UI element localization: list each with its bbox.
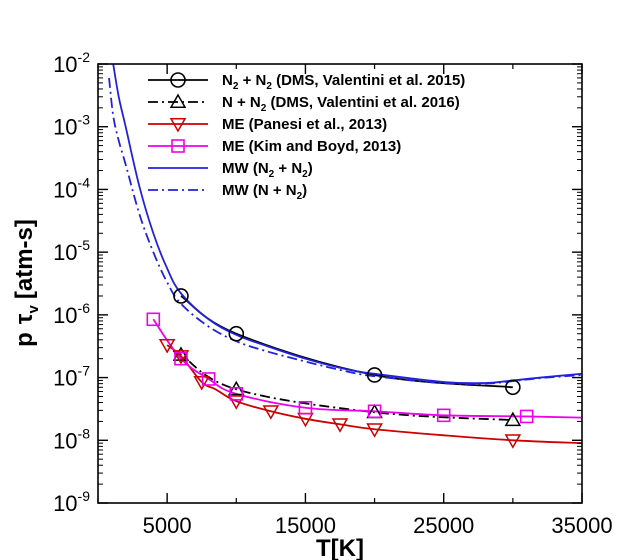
x-tick-label: 35000 bbox=[551, 513, 612, 538]
y-tick-label: 10-7 bbox=[53, 363, 90, 391]
legend: N2 + N2 (DMS, Valentini et al. 2015)N + … bbox=[148, 72, 465, 202]
series-line-0 bbox=[180, 295, 513, 389]
series-2-marker bbox=[227, 395, 245, 410]
y-axis-title-symbol: τ bbox=[11, 313, 38, 324]
legend-label-2: ME (Panesi et al., 2013) bbox=[222, 116, 387, 133]
x-tick-label: 15000 bbox=[275, 513, 336, 538]
series-3-marker bbox=[201, 372, 216, 386]
series-3-marker bbox=[436, 408, 451, 423]
series-3-marker bbox=[229, 387, 244, 401]
svg-text:pτv[atm-s]: pτv [atm-s] bbox=[11, 219, 42, 347]
series-2-marker bbox=[158, 339, 176, 354]
series-2-marker bbox=[172, 350, 190, 365]
series-3-marker bbox=[519, 409, 534, 424]
legend-label-4: MW (N2 + N2) bbox=[222, 160, 313, 180]
y-tick-label: 10-2 bbox=[53, 49, 90, 77]
y-axis-title-sub: v bbox=[25, 304, 42, 313]
y-tick-label: 10-6 bbox=[53, 300, 90, 328]
y-axis-title-main: p bbox=[11, 332, 38, 347]
series-1-marker bbox=[504, 411, 522, 427]
y-tick-label: 10-8 bbox=[53, 425, 90, 453]
x-tick-labels: 5000 15000 25000 35000 bbox=[143, 513, 613, 538]
tick-layer bbox=[97, 63, 583, 504]
legend-marker-2 bbox=[169, 118, 187, 133]
legend-marker-3 bbox=[171, 139, 185, 153]
series-2-marker bbox=[193, 375, 211, 391]
series-3-marker bbox=[298, 400, 313, 415]
series-2-marker bbox=[366, 423, 383, 438]
series-3-marker bbox=[146, 312, 161, 327]
series-2-marker bbox=[331, 418, 349, 433]
y-tick-label: 10-9 bbox=[53, 488, 90, 516]
series-0-marker bbox=[505, 379, 521, 396]
series-line-4 bbox=[112, 64, 582, 385]
x-axis-title: T[K] bbox=[316, 535, 364, 560]
legend-label-5: MW (N + N2) bbox=[222, 182, 307, 202]
series-0-marker bbox=[228, 325, 245, 342]
y-tick-label: 10-3 bbox=[53, 112, 90, 140]
x-tick-label: 5000 bbox=[143, 513, 192, 538]
y-tick-labels: 10-9 10-8 10-7 10-6 10-5 10-4 10-3 10-2 bbox=[53, 49, 90, 516]
series-line-2 bbox=[166, 344, 582, 445]
series-3-marker bbox=[367, 404, 382, 419]
series-0-marker bbox=[366, 367, 383, 383]
plot-frame bbox=[97, 63, 583, 504]
legend-label-3: ME (Kim and Boyd, 2013) bbox=[222, 138, 401, 155]
y-axis-title-unit: [atm-s] bbox=[11, 219, 38, 299]
series-1-marker bbox=[172, 346, 190, 361]
marker-layer bbox=[146, 288, 534, 449]
series-2-marker bbox=[262, 405, 280, 420]
y-tick-label: 10-5 bbox=[53, 237, 90, 265]
legend-marker-1 bbox=[169, 93, 187, 108]
x-tick-label: 25000 bbox=[413, 513, 474, 538]
legend-marker-0 bbox=[170, 72, 186, 88]
legend-label-1: N + N2 (DMS, Valentini et al. 2016) bbox=[222, 94, 460, 114]
series-2-marker bbox=[504, 434, 522, 449]
series-line-3 bbox=[152, 318, 582, 419]
y-tick-label: 10-4 bbox=[53, 174, 90, 202]
y-axis-title: pτv [atm-s] bbox=[11, 219, 42, 347]
series-0-marker bbox=[173, 288, 189, 304]
legend-label-0: N2 + N2 (DMS, Valentini et al. 2015) bbox=[222, 72, 465, 92]
series-3-marker bbox=[174, 351, 188, 366]
